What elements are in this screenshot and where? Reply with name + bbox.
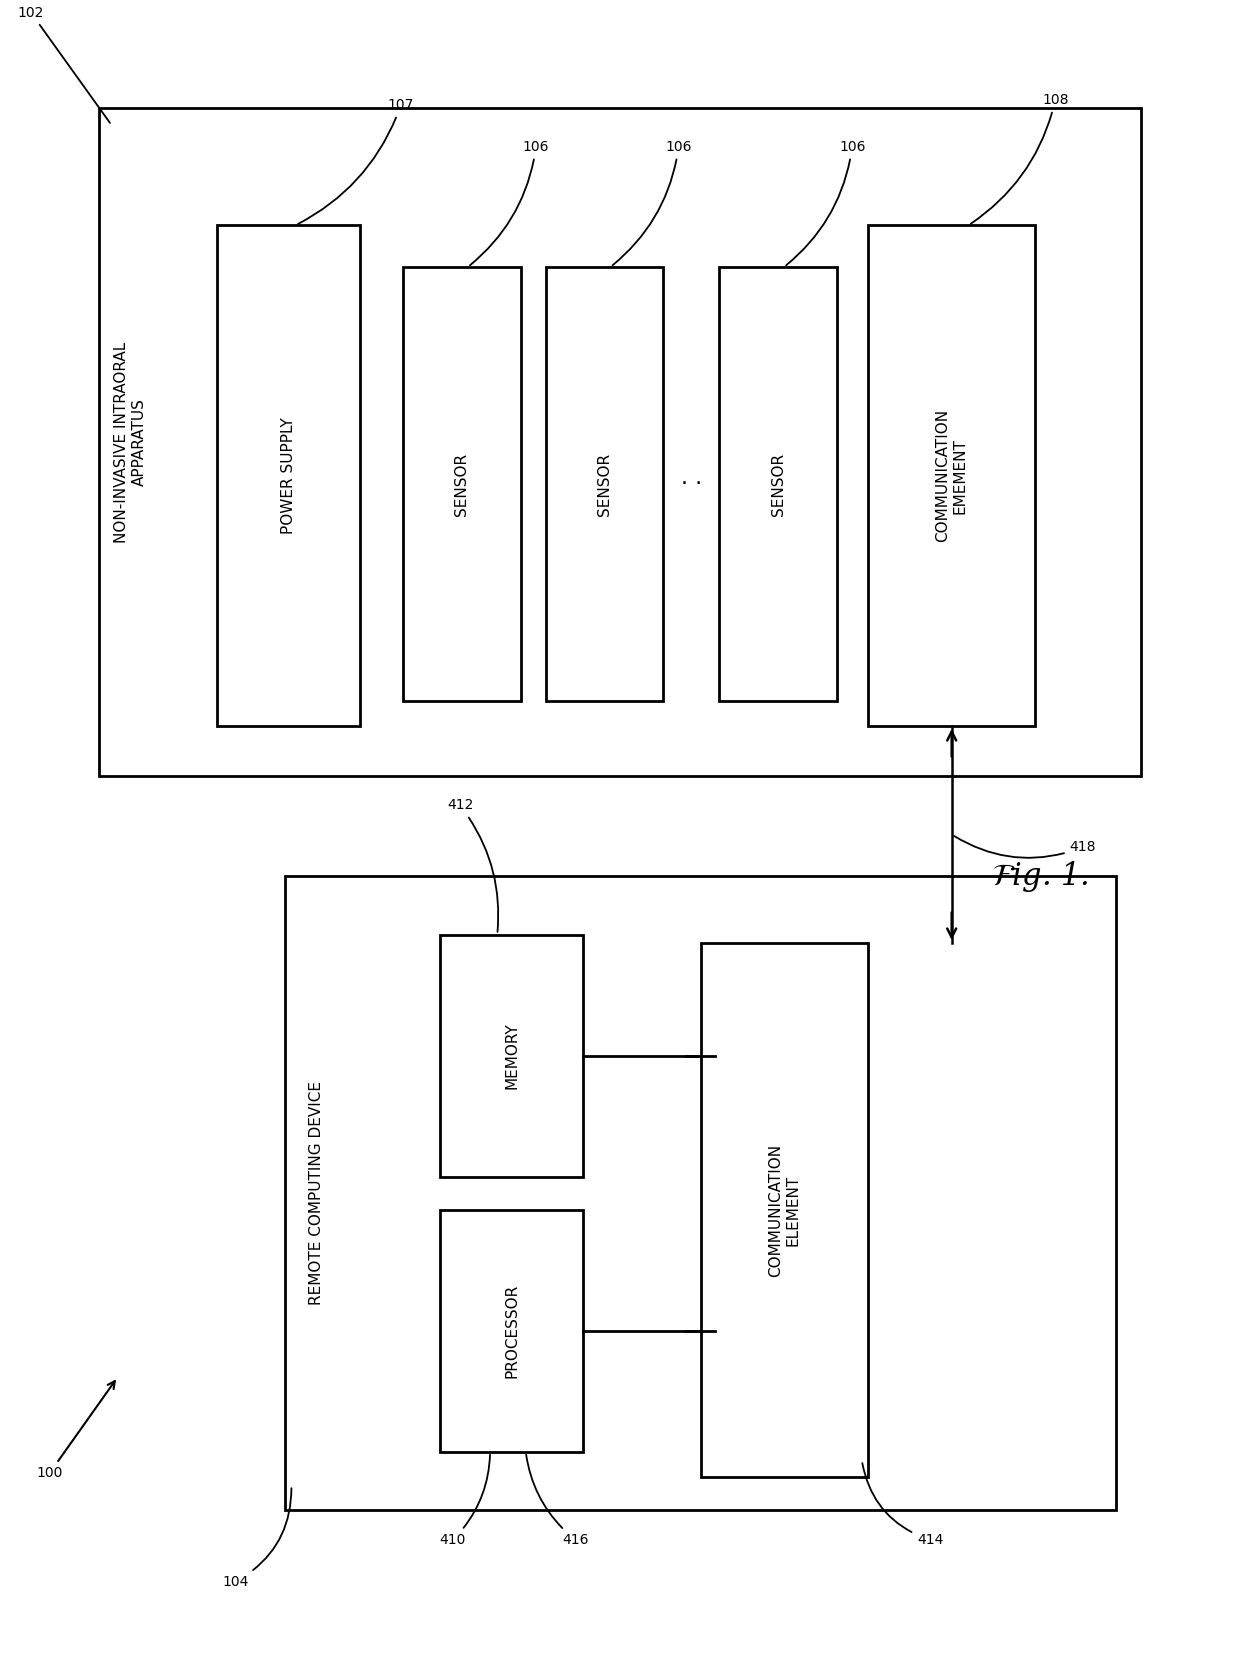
Text: COMMUNICATION
EMEMENT: COMMUNICATION EMEMENT <box>935 409 968 542</box>
Text: 106: 106 <box>470 140 549 265</box>
Text: NON-INVASIVE INTRAORAL
APPARATUS: NON-INVASIVE INTRAORAL APPARATUS <box>114 342 146 542</box>
FancyBboxPatch shape <box>719 267 837 701</box>
Text: 106: 106 <box>786 140 866 265</box>
Text: POWER SUPPLY: POWER SUPPLY <box>280 417 296 534</box>
FancyBboxPatch shape <box>868 225 1035 726</box>
FancyBboxPatch shape <box>403 267 521 701</box>
Text: SENSOR: SENSOR <box>770 452 786 516</box>
Text: 410: 410 <box>440 1455 490 1547</box>
Text: 412: 412 <box>446 798 498 931</box>
Text: SENSOR: SENSOR <box>454 452 470 516</box>
FancyBboxPatch shape <box>701 943 868 1477</box>
Text: $\mathcal{F}$ig. 1.: $\mathcal{F}$ig. 1. <box>992 860 1089 893</box>
Text: PROCESSOR: PROCESSOR <box>503 1283 520 1379</box>
Text: 418: 418 <box>954 836 1096 858</box>
Text: MEMORY: MEMORY <box>503 1023 520 1088</box>
Text: · ·: · · <box>681 474 702 494</box>
FancyBboxPatch shape <box>217 225 360 726</box>
Text: 108: 108 <box>971 93 1069 224</box>
FancyBboxPatch shape <box>99 108 1141 776</box>
Text: 104: 104 <box>222 1489 291 1589</box>
FancyBboxPatch shape <box>285 876 1116 1510</box>
FancyBboxPatch shape <box>546 267 663 701</box>
Text: SENSOR: SENSOR <box>596 452 613 516</box>
Text: 106: 106 <box>613 140 692 265</box>
Text: REMOTE COMPUTING DEVICE: REMOTE COMPUTING DEVICE <box>309 1082 324 1305</box>
Text: 107: 107 <box>298 98 414 224</box>
Text: 414: 414 <box>862 1464 944 1547</box>
Text: 100: 100 <box>36 1380 115 1480</box>
Text: 102: 102 <box>17 5 110 124</box>
FancyBboxPatch shape <box>440 935 583 1177</box>
Text: COMMUNICATION
ELEMENT: COMMUNICATION ELEMENT <box>768 1143 801 1277</box>
FancyBboxPatch shape <box>440 1210 583 1452</box>
Text: 416: 416 <box>526 1455 589 1547</box>
